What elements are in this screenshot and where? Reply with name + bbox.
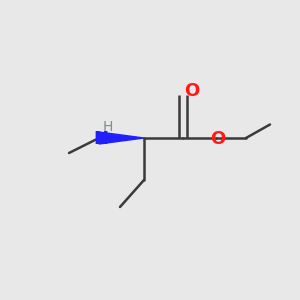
Text: H: H bbox=[102, 120, 112, 134]
Polygon shape bbox=[99, 132, 144, 144]
Text: O: O bbox=[184, 82, 199, 100]
Text: N: N bbox=[93, 130, 108, 148]
Text: O: O bbox=[210, 130, 225, 148]
